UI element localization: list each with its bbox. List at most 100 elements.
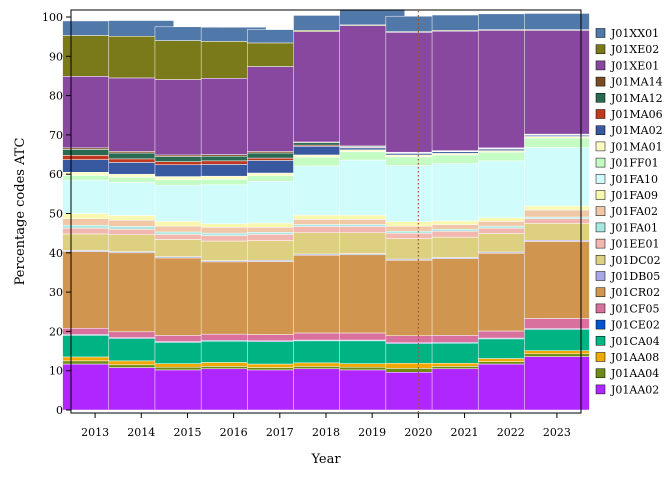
legend-item-J01CF05: J01CF05 <box>595 302 659 315</box>
legend-swatch <box>595 238 606 249</box>
legend-swatch <box>595 44 606 54</box>
x-tick-label: 2019 <box>358 426 386 439</box>
y-tick-label: 100 <box>42 11 63 24</box>
legend-label: J01AA08 <box>610 351 659 364</box>
legend-swatch <box>595 93 606 103</box>
x-tick-label: 2014 <box>127 426 155 439</box>
legend-item-J01MA14: J01MA14 <box>595 76 663 89</box>
legend-item-J01FA09: J01FA09 <box>595 189 658 202</box>
legend-swatch <box>595 368 606 378</box>
legend-label: J01XX01 <box>610 27 659 40</box>
y-tick-label: 10 <box>49 365 63 378</box>
x-tick-label: 2020 <box>404 426 432 439</box>
bar-segment-J01AA02-2023 <box>524 356 590 411</box>
legend-item-J01FF01: J01FF01 <box>595 157 659 170</box>
legend-label: J01MA02 <box>610 124 663 137</box>
bar-segment-J01AA04-2023 <box>524 353 590 357</box>
legend-label: J01CE02 <box>610 319 660 332</box>
legend-item-J01DB05: J01DB05 <box>595 270 660 283</box>
legend-label: J01AA04 <box>610 367 659 380</box>
y-tick-label: 90 <box>49 50 63 63</box>
x-tick-label: 2017 <box>266 426 294 439</box>
legend: J01XX01 J01XE02 J01XE01 J01MA14 J01MA12 J01MA… <box>595 27 663 396</box>
legend-label: J01DB05 <box>610 270 660 283</box>
legend-label: J01EE01 <box>610 238 659 251</box>
legend-label: J01AA02 <box>610 383 659 396</box>
legend-swatch <box>595 222 606 233</box>
legend-item-J01CA04: J01CA04 <box>595 335 660 348</box>
x-tick-label: 2022 <box>497 426 525 439</box>
x-axis: 2013 2014 2015 2016 2017 2018 2019 2020 2021 2022… <box>81 413 571 439</box>
legend-swatch <box>595 141 606 152</box>
legend-label: J01MA14 <box>610 76 663 89</box>
legend-label: J01MA01 <box>610 140 663 153</box>
legend-item-J01MA06: J01MA06 <box>595 108 663 121</box>
x-tick-label: 2013 <box>81 426 109 439</box>
bar-segment-J01AA08-2023 <box>524 350 590 355</box>
legend-swatch <box>595 287 606 297</box>
legend-item-J01FA02: J01FA02 <box>595 205 658 218</box>
legend-label: J01MA12 <box>610 92 663 105</box>
x-tick-label: 2021 <box>451 426 479 439</box>
legend-swatch <box>595 384 606 395</box>
bar-segment-J01DC02-2023 <box>524 223 590 241</box>
x-tick-label: 2016 <box>220 426 248 439</box>
bar-segment-J01XX01-2023 <box>524 13 590 30</box>
bar-segment-J01FA09-2023 <box>524 205 590 211</box>
legend-swatch <box>595 174 606 184</box>
legend-swatch <box>595 190 606 200</box>
y-tick-label: 20 <box>49 325 63 338</box>
legend-item-J01AA02: J01AA02 <box>595 383 659 396</box>
legend-item-J01DC02: J01DC02 <box>595 254 661 267</box>
legend-label: J01FA01 <box>610 221 658 234</box>
legend-item-J01XX01: J01XX01 <box>595 27 659 40</box>
bar-segment-J01FA02-2023 <box>524 209 590 218</box>
bar-segment-J01EE01-2023 <box>524 218 590 224</box>
legend-item-J01MA02: J01MA02 <box>595 124 663 137</box>
legend-swatch <box>595 125 606 135</box>
legend-swatch <box>595 28 606 38</box>
bar-stacks <box>62 8 590 411</box>
legend-label: J01CF05 <box>610 302 659 315</box>
legend-label: J01DC02 <box>610 254 661 267</box>
legend-item-J01AA08: J01AA08 <box>595 351 659 364</box>
y-tick-label: 70 <box>49 129 63 142</box>
y-tick-label: 0 <box>56 404 63 417</box>
legend-swatch <box>595 206 606 216</box>
legend-label: J01XE01 <box>610 59 659 72</box>
x-tick-label: 2015 <box>173 426 201 439</box>
legend-label: J01MA06 <box>610 108 663 121</box>
legend-swatch <box>595 109 606 119</box>
legend-item-J01AA04: J01AA04 <box>595 367 659 380</box>
legend-label: J01CA04 <box>610 335 660 348</box>
y-tick-label: 80 <box>49 90 63 103</box>
legend-label: J01FA10 <box>610 173 658 186</box>
y-tick-label: 60 <box>49 168 63 181</box>
bar-segment-J01CR02-2023 <box>524 241 590 319</box>
legend-item-J01XE02: J01XE02 <box>595 43 659 56</box>
legend-swatch <box>595 255 606 265</box>
legend-label: J01XE02 <box>610 43 659 56</box>
x-tick-label: 2018 <box>312 426 340 439</box>
y-axis-title: Percentage codes ATC <box>13 138 28 286</box>
legend-swatch <box>595 352 606 362</box>
bar-segment-J01CA04-2023 <box>524 329 590 351</box>
bar-segment-J01FF01-2023 <box>524 137 590 148</box>
legend-label: J01FF01 <box>610 157 659 170</box>
legend-swatch <box>595 60 606 71</box>
bar-segment-J01CF05-2023 <box>524 318 590 329</box>
legend-item-J01FA10: J01FA10 <box>595 173 658 186</box>
bar-stack-2023 <box>524 13 590 411</box>
legend-item-J01MA01: J01MA01 <box>595 140 663 153</box>
legend-swatch <box>595 319 606 330</box>
legend-label: J01CR02 <box>610 286 660 299</box>
legend-swatch <box>595 76 606 87</box>
legend-label: J01FA09 <box>610 189 658 202</box>
legend-label: J01FA02 <box>610 205 658 218</box>
y-tick-label: 40 <box>49 247 63 260</box>
legend-swatch <box>595 271 606 281</box>
legend-swatch <box>595 336 606 346</box>
legend-item-J01CR02: J01CR02 <box>595 286 660 299</box>
x-axis-title: Year <box>310 452 341 467</box>
legend-swatch <box>595 157 606 168</box>
